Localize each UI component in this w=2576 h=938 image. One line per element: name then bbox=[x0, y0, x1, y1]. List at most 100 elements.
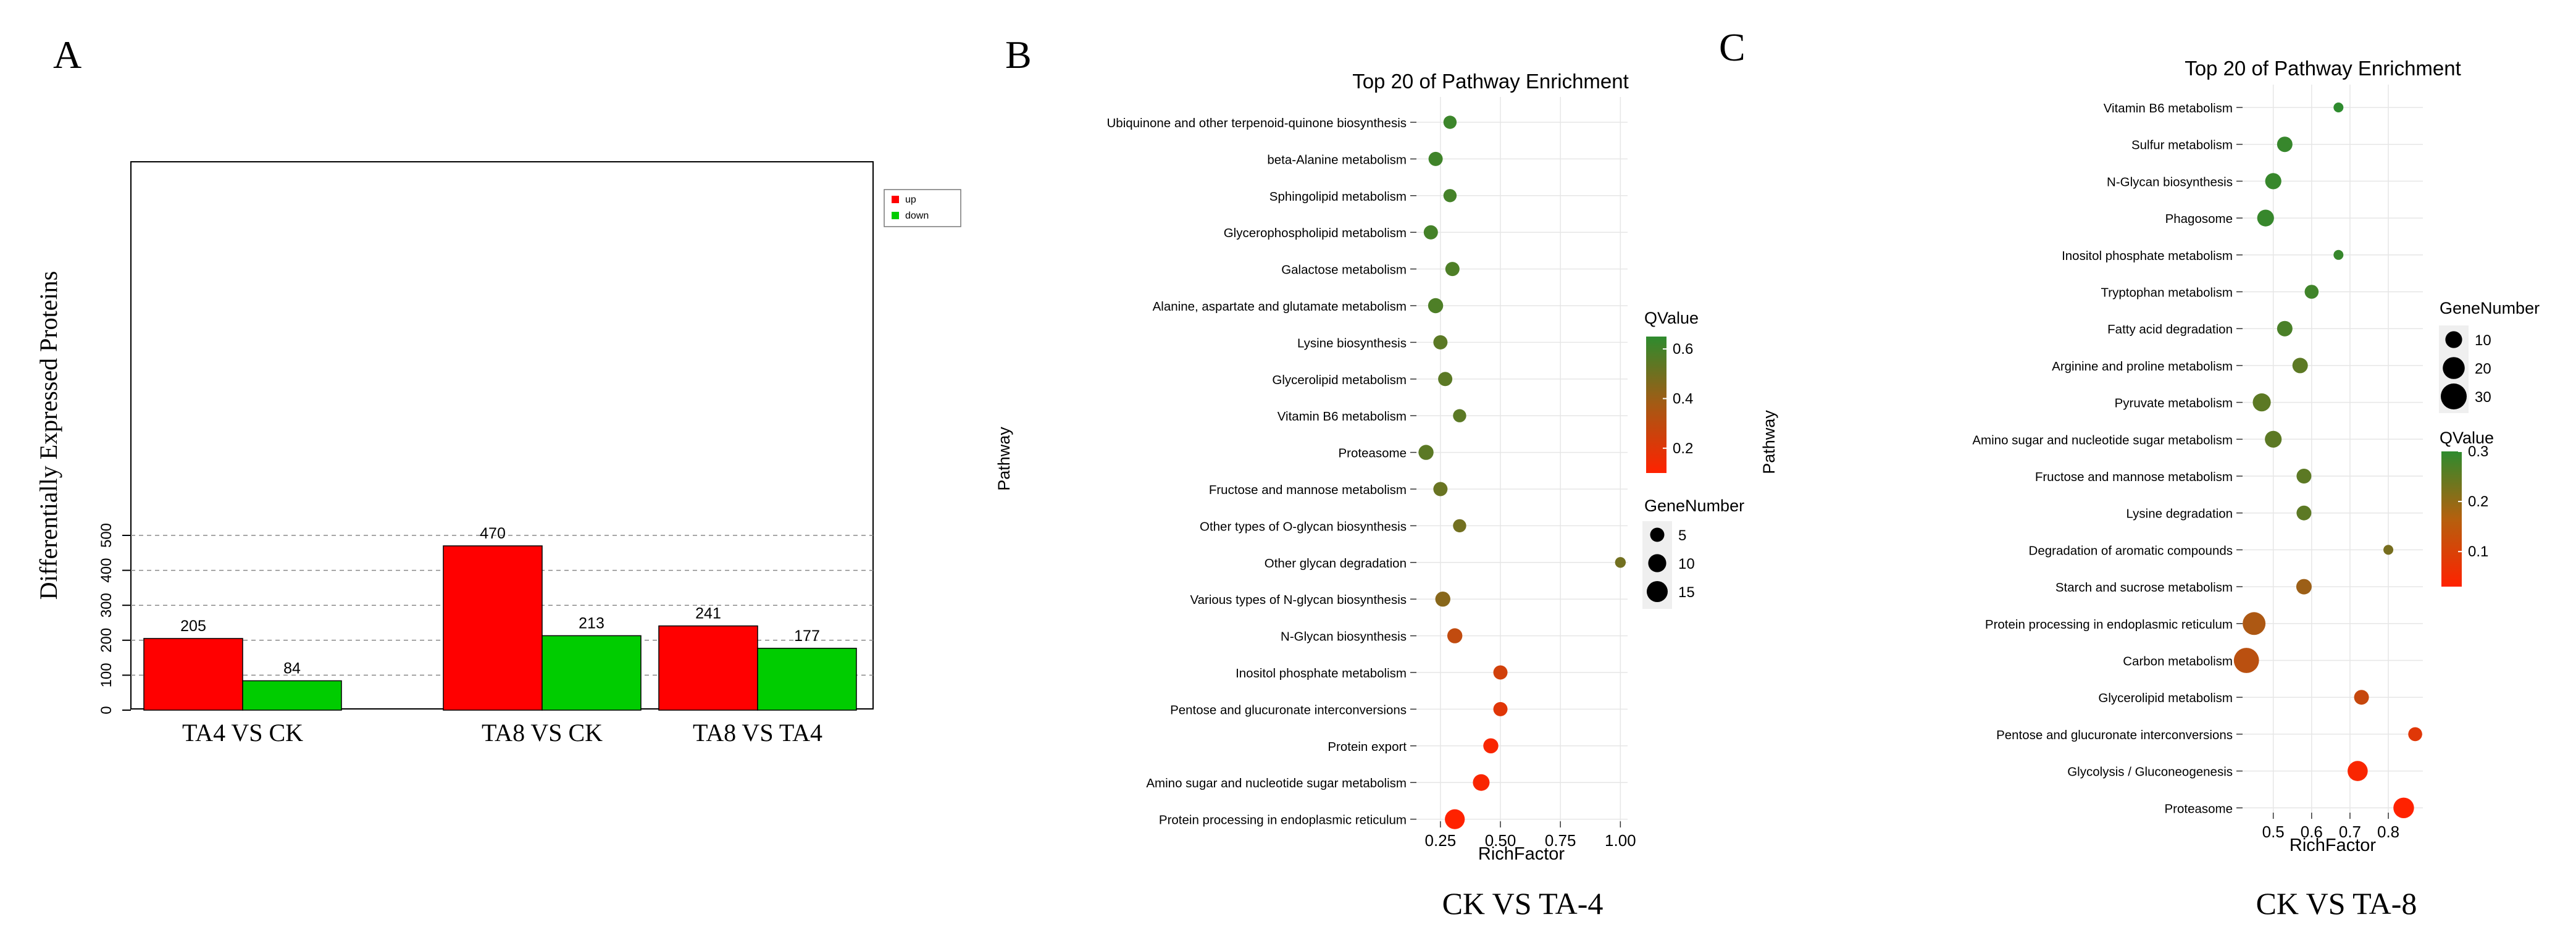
enrichment-point bbox=[2296, 579, 2312, 595]
enrichment-point bbox=[2265, 430, 2282, 448]
enrichment-point bbox=[1453, 519, 1466, 533]
dot-plot-c-points bbox=[2233, 103, 2422, 819]
qvalue-colorbar bbox=[1646, 337, 1666, 473]
enrichment-point bbox=[1453, 409, 1466, 422]
panel-c: C Top 20 of Pathway Enrichment Vitamin B… bbox=[1719, 25, 2540, 921]
pathway-label: Proteasome bbox=[2164, 802, 2233, 816]
enrichment-point bbox=[2277, 320, 2293, 337]
pathway-label: Proteasome bbox=[1338, 446, 1407, 461]
dot-plot-c-panel bbox=[2243, 85, 2423, 813]
pathway-label: Amino sugar and nucleotide sugar metabol… bbox=[1972, 433, 2233, 447]
enrichment-point bbox=[1493, 701, 1508, 716]
pathway-label: Carbon metabolism bbox=[2123, 655, 2233, 669]
pathway-label: Alanine, aspartate and glutamate metabol… bbox=[1153, 299, 1407, 314]
enrichment-point bbox=[2243, 612, 2266, 635]
bar-value-label: 205 bbox=[180, 618, 206, 635]
y-tick-label: 0 bbox=[98, 706, 115, 714]
enrichment-point bbox=[2257, 209, 2274, 227]
qvalue-colorbar bbox=[2441, 451, 2462, 587]
legend-swatch-down bbox=[892, 212, 899, 219]
size-legend-label: 15 bbox=[1678, 584, 1695, 601]
x-tick-label: 0.6 bbox=[2301, 823, 2323, 841]
pathway-label: beta-Alanine metabolism bbox=[1267, 153, 1407, 167]
colorbar-tick-label: 0.3 bbox=[2468, 443, 2488, 460]
y-tick-label: 300 bbox=[98, 593, 115, 618]
bar-value-label: 213 bbox=[579, 614, 604, 632]
genenumber-legend-title: GeneNumber bbox=[2440, 299, 2540, 317]
dot-plot-b-grid bbox=[1416, 97, 1628, 821]
pathway-label: Glycerolipid metabolism bbox=[2098, 691, 2233, 705]
pathway-label: Glycolysis / Gluconeogenesis bbox=[2067, 765, 2233, 779]
x-tick-label: 0.5 bbox=[2262, 823, 2285, 841]
genenumber-legend-title: GeneNumber bbox=[1644, 496, 1744, 515]
enrichment-point bbox=[1428, 151, 1443, 166]
bar-value-label: 177 bbox=[794, 627, 820, 645]
bar-y-axis-label: Differentially Expressed Proteins bbox=[35, 271, 62, 600]
x-tick-label: 0.8 bbox=[2377, 823, 2399, 841]
enrichment-point bbox=[1445, 809, 1465, 829]
panel-label-b: B bbox=[1005, 33, 1032, 77]
pathway-label: Arginine and proline metabolism bbox=[2052, 359, 2233, 374]
pathway-label: Various types of N-glycan biosynthesis bbox=[1190, 593, 1407, 607]
enrichment-point bbox=[2383, 545, 2394, 555]
dot-plot-b-qvalue-legend: QValue 0.6 0.4 0.2 bbox=[1644, 309, 1699, 473]
enrichment-point bbox=[2408, 727, 2422, 742]
bar-up bbox=[443, 545, 543, 711]
pathway-label: Sphingolipid metabolism bbox=[1269, 190, 1407, 204]
pathway-label: N-Glycan biosynthesis bbox=[1281, 630, 1407, 644]
enrichment-point bbox=[2304, 285, 2319, 299]
pathway-label: Other glycan degradation bbox=[1265, 556, 1407, 571]
enrichment-point bbox=[1493, 665, 1508, 680]
dot-plot-b-points bbox=[1418, 115, 1626, 829]
size-legend-dot bbox=[1650, 527, 1665, 542]
pathway-label: Vitamin B6 metabolism bbox=[1278, 409, 1407, 424]
qvalue-legend-title: QValue bbox=[1644, 309, 1699, 327]
pathway-label: Fructose and mannose metabolism bbox=[1209, 483, 1407, 497]
colorbar-tick-label: 0.1 bbox=[2468, 543, 2488, 560]
dot-plot-c-caption: CK VS TA-8 bbox=[2256, 886, 2417, 921]
enrichment-point bbox=[2265, 173, 2281, 190]
pathway-label: Starch and sucrose metabolism bbox=[2055, 580, 2233, 595]
pathway-label: Ubiquinone and other terpenoid-quinone b… bbox=[1106, 116, 1407, 130]
pathway-label: N-Glycan biosynthesis bbox=[2107, 175, 2233, 189]
dot-plot-b-x-label: RichFactor bbox=[1478, 844, 1565, 864]
enrichment-point bbox=[2292, 358, 2308, 374]
enrichment-point bbox=[2296, 469, 2312, 484]
pathway-label: Galactose metabolism bbox=[1281, 263, 1407, 277]
pathway-label: Protein export bbox=[1328, 740, 1407, 754]
enrichment-point bbox=[2333, 249, 2344, 260]
pathway-label: Pyruvate metabolism bbox=[2115, 396, 2233, 411]
pathway-label: Other types of O-glycan biosynthesis bbox=[1200, 519, 1407, 534]
dot-plot-b-title: Top 20 of Pathway Enrichment bbox=[1352, 70, 1629, 93]
enrichment-point bbox=[1433, 482, 1448, 496]
dot-plot-b-y-label: Pathway bbox=[995, 427, 1013, 491]
bar-x-axis: TA4 VS CK TA8 VS CK TA8 VS TA4 bbox=[182, 719, 822, 747]
dot-plot-c-y-label: Pathway bbox=[1760, 410, 1778, 474]
enrichment-point bbox=[2252, 393, 2271, 412]
enrichment-point bbox=[1418, 445, 1434, 460]
enrichment-point bbox=[1428, 298, 1444, 314]
category-label: TA8 VS CK bbox=[482, 719, 603, 747]
size-legend-dot bbox=[2445, 331, 2462, 348]
panel-a: A 0 100 200 300 400 500 205 84 470 213 241 177 TA4… bbox=[35, 33, 961, 747]
enrichment-point bbox=[2277, 136, 2293, 153]
legend-label-up: up bbox=[905, 195, 916, 205]
size-legend-label: 20 bbox=[2475, 361, 2491, 377]
pathway-label: Fructose and mannose metabolism bbox=[2035, 470, 2233, 484]
enrichment-point bbox=[1615, 557, 1626, 568]
colorbar-tick-label: 0.2 bbox=[1673, 440, 1693, 457]
size-legend-dot bbox=[1648, 554, 1666, 572]
pathway-label: Pentose and glucuronate interconversions bbox=[1170, 703, 1407, 717]
pathway-label: Lysine biosynthesis bbox=[1297, 336, 1407, 350]
bar-legend: up down bbox=[884, 189, 961, 227]
y-tick-label: 500 bbox=[98, 523, 115, 548]
y-tick-label: 100 bbox=[98, 663, 115, 687]
pathway-label: Pentose and glucuronate interconversions bbox=[1996, 728, 2233, 742]
pathway-label: Sulfur metabolism bbox=[2131, 138, 2233, 153]
pathway-label: Glycerophospholipid metabolism bbox=[1224, 226, 1407, 240]
bar-up bbox=[143, 638, 243, 711]
x-tick-label: 1.00 bbox=[1605, 831, 1636, 850]
bar-value-label: 241 bbox=[695, 605, 721, 622]
size-legend-label: 10 bbox=[2475, 332, 2491, 349]
bar-value-label: 84 bbox=[283, 660, 301, 677]
